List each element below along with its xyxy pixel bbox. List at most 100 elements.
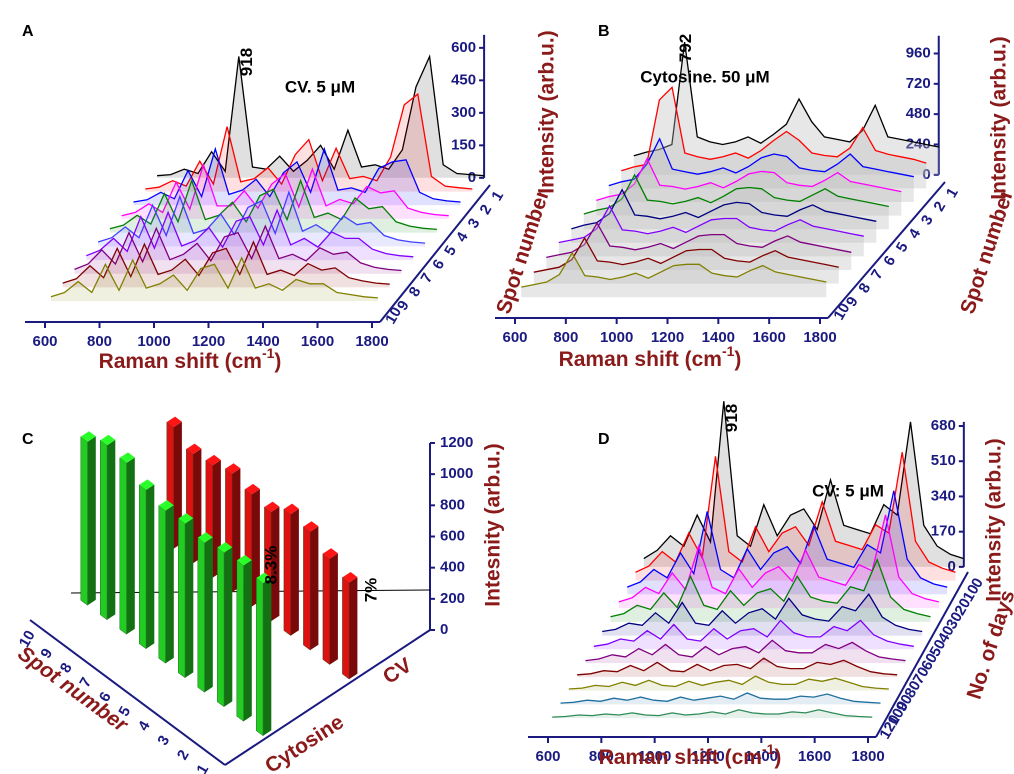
spectrum-fill [157, 56, 485, 178]
spot-axis [29, 619, 226, 766]
x-tick-label: 1000 [137, 333, 170, 350]
spectrum-fill [552, 709, 873, 719]
depth-tick-label: 40 [935, 623, 958, 646]
bar [342, 572, 358, 680]
spectrum [643, 401, 964, 560]
x-tick-label: 1000 [600, 329, 633, 346]
spectrum [62, 240, 390, 285]
bar-front [139, 484, 147, 650]
depth-tick-label: 70 [910, 664, 933, 687]
spectrum [145, 92, 473, 190]
spectrum [157, 54, 485, 177]
spectrum [121, 162, 449, 217]
y-tick-label: 450 [451, 71, 476, 88]
depth-tick-label: 5 [893, 239, 912, 255]
spectrum-fill [145, 94, 473, 192]
x-tick-label: 1800 [851, 748, 884, 765]
depth-tick-label: 8 [855, 280, 874, 296]
bar [236, 555, 252, 722]
y-axis-label: Intensity (arb.u.) [983, 438, 1006, 601]
bar-side [271, 506, 280, 622]
bar [80, 431, 96, 606]
depth-axis [827, 181, 946, 319]
x-tick-label: 600 [502, 329, 527, 346]
bar [303, 521, 319, 651]
x-tick-label: 600 [32, 333, 57, 350]
depth-axis [875, 571, 969, 738]
spectrum [552, 709, 873, 718]
bar-front [119, 457, 127, 635]
depth-tick-label: 1 [488, 188, 507, 204]
x-tick-label: 1400 [702, 329, 735, 346]
spectrum [568, 675, 889, 690]
spectrum [610, 557, 931, 618]
x-tick-label: 1200 [651, 329, 684, 346]
spectrum [593, 619, 914, 647]
spectrum [74, 224, 402, 272]
y-tick-label: 480 [906, 105, 931, 122]
spectrum [633, 42, 939, 157]
bar [119, 452, 135, 635]
x-axis-label-part: ) [274, 350, 281, 373]
bar-top [100, 434, 116, 446]
y-tick-label: 240 [906, 135, 931, 152]
bar-front [197, 537, 205, 693]
spectrum-fill [610, 559, 931, 622]
spectrum [585, 639, 906, 662]
depth-axis-label: Spot number [492, 187, 554, 317]
bar [178, 513, 194, 679]
spectrum-fill [533, 238, 839, 284]
x-tick-label: 1 [193, 762, 212, 774]
y-tick-label: 800 [440, 496, 465, 513]
x-axis-label-part: Raman shift (cm [559, 348, 722, 371]
depth-tick-label: 3 [465, 216, 484, 232]
bar-top [244, 483, 260, 495]
depth-tick-label: 2 [476, 202, 495, 218]
bar-top [303, 521, 319, 532]
spectrum-fill [593, 620, 914, 650]
x-axis-label-part: -1 [762, 741, 775, 757]
depth-tick-label: 7 [868, 267, 887, 283]
annotation: 8.3% [261, 546, 280, 585]
bar-side [224, 547, 233, 707]
x-axis-label: Spot number [13, 642, 133, 738]
spectrum [50, 256, 378, 299]
x-tick-label: 1800 [355, 333, 388, 350]
category-label: Cytosine [261, 710, 348, 774]
x-tick-label: 1200 [691, 748, 724, 765]
y-tick-label: 170 [931, 523, 956, 540]
bar-top [217, 542, 233, 553]
bar-top [197, 532, 213, 543]
x-tick-label: 1600 [798, 748, 831, 765]
y-tick-label: 680 [931, 417, 956, 434]
bar [186, 443, 202, 564]
bar-front [303, 526, 311, 651]
peak-label: 918 [722, 404, 741, 432]
bar-top [342, 572, 358, 583]
x-tick-label: 800 [589, 748, 614, 765]
spectrum-fill [560, 693, 881, 705]
bar-side [204, 537, 213, 693]
x-tick-label: 1000 [638, 748, 671, 765]
depth-tick-label: 4 [905, 225, 924, 241]
bar [322, 548, 338, 665]
spectrum-fill [585, 640, 906, 664]
spectrum [533, 236, 839, 273]
bar-top [178, 513, 194, 524]
spectrum-fill [558, 205, 864, 257]
depth-axis [379, 184, 491, 323]
annotation: CV: 5 μM [812, 481, 884, 500]
depth-tick-label: 5 [441, 243, 460, 259]
peak-label: 792 [676, 34, 695, 62]
bar-side [349, 577, 358, 680]
depth-tick-label: 10 [960, 582, 983, 605]
spectrum [608, 137, 914, 187]
panel-letter: C [22, 431, 34, 448]
bar-front [178, 518, 186, 679]
bar-top [205, 454, 221, 466]
depth-tick-label: 50 [926, 637, 949, 660]
bar-front [236, 560, 244, 722]
x-axis-label: Raman shift (cm-1) [599, 741, 782, 769]
panel-letter: B [598, 23, 610, 40]
spectrum [635, 452, 956, 573]
